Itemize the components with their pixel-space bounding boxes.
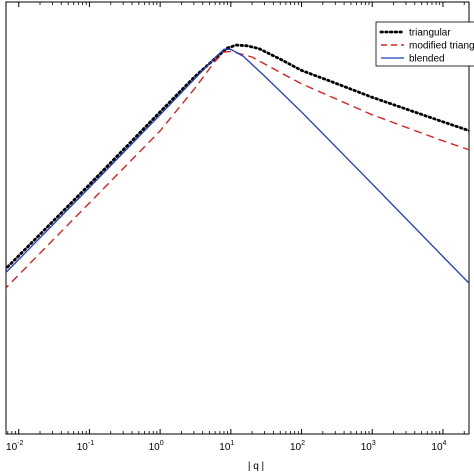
legend-box xyxy=(375,21,474,67)
series-layer xyxy=(6,43,469,289)
legend: triangular modified triangular blended xyxy=(375,21,474,67)
plot-area xyxy=(5,1,470,435)
legend-entry-label: triangular xyxy=(409,28,451,39)
x-tick-label: 10-2 xyxy=(6,440,23,453)
series-line-2 xyxy=(6,48,469,285)
x-tick-label: 101 xyxy=(219,440,234,453)
x-tick-label: 104 xyxy=(431,440,446,453)
x-tick-label: 102 xyxy=(290,440,305,453)
legend-entry-label: blended xyxy=(409,54,445,65)
x-axis-label: | q | xyxy=(248,461,264,472)
series-line-1 xyxy=(6,50,469,289)
legend-entry-label: modified triangular xyxy=(409,41,474,52)
x-tick-label: 103 xyxy=(361,440,376,453)
x-tick-label: 10-1 xyxy=(77,440,94,453)
x-axis-ticks: 10-210-1100101102103104105 xyxy=(6,2,465,453)
x-tick-label: 100 xyxy=(149,440,164,453)
series-line-0 xyxy=(6,43,469,271)
